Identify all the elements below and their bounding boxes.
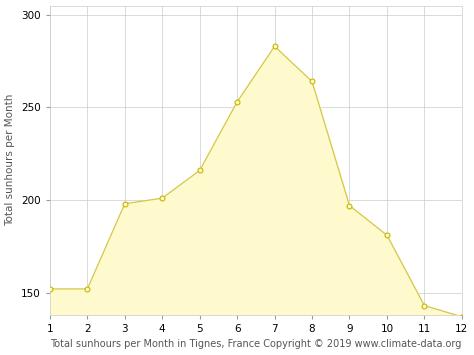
Y-axis label: Total sunhours per Month: Total sunhours per Month xyxy=(6,94,16,226)
X-axis label: Total sunhours per Month in Tignes, France Copyright © 2019 www.climate-data.org: Total sunhours per Month in Tignes, Fran… xyxy=(50,339,462,349)
